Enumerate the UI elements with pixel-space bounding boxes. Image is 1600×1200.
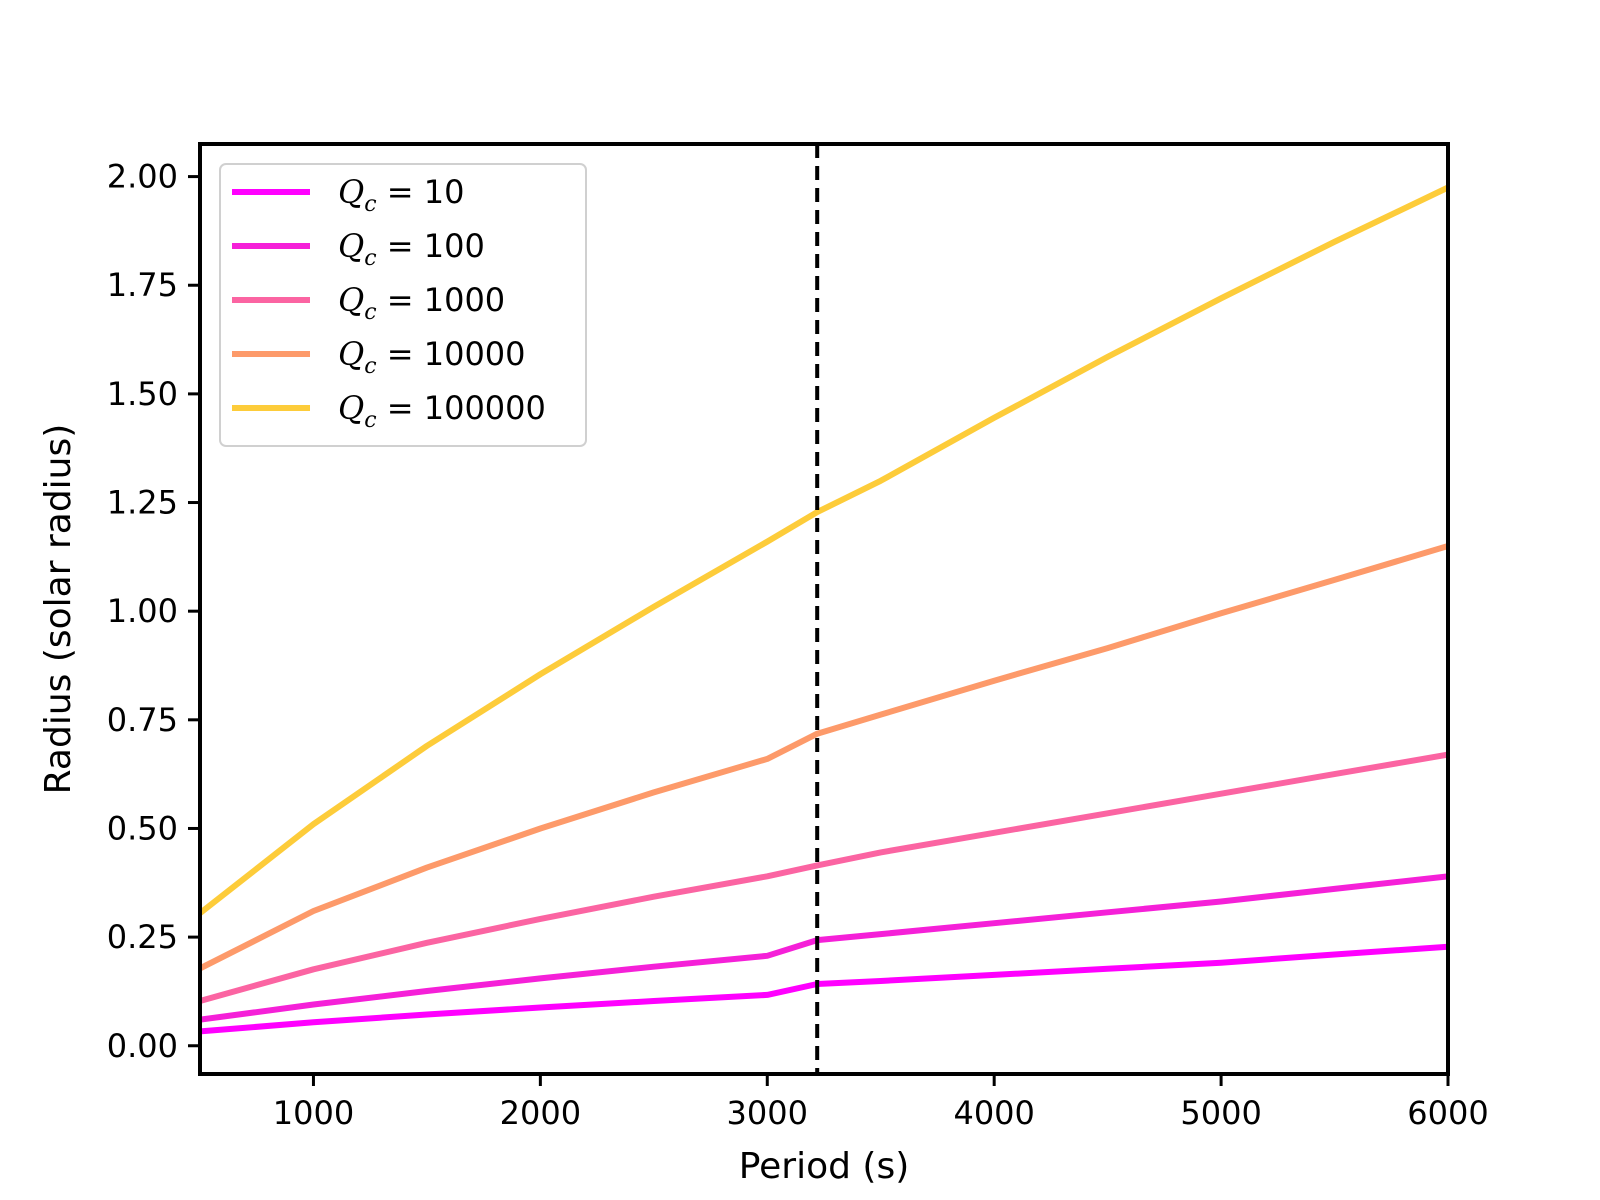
plot-area [200,144,1448,1074]
series-line-3 [200,543,1448,972]
legend: Qc = 10 Qc = 100 Qc = 1000 Qc = 10000 Qc = 1… [219,163,587,447]
x-axis: 1000 2000 3000 4000 5000 6000 [273,1074,1489,1132]
y-tick-label: 0.75 [107,701,178,739]
x-axis-label: Period (s) [739,1146,910,1187]
series-line-4 [200,184,1448,916]
y-axis: 0.00 0.25 0.50 0.75 1.00 1.25 1.50 1.75 2.00 [107,158,200,1065]
y-axis-label: Radius (solar radius) [38,424,79,795]
legend-entry: Qc = 10000 [338,335,526,379]
series-line-1 [200,873,1448,1023]
y-tick-label: 1.50 [107,375,178,413]
y-tick-label: 1.75 [107,266,178,304]
x-tick-label: 4000 [953,1094,1034,1132]
legend-box [219,163,587,447]
x-tick-label: 2000 [500,1094,581,1132]
y-tick-label: 0.25 [107,918,178,956]
x-tick-label: 6000 [1407,1094,1488,1132]
series-line-2 [200,751,1448,1004]
axes-frame [198,142,1450,1076]
x-tick-label: 3000 [727,1094,808,1132]
y-tick-label: 0.50 [107,809,178,847]
x-tick-label: 1000 [273,1094,354,1132]
y-tick-label: 0.00 [107,1027,178,1065]
series-line-0 [200,943,1448,1035]
legend-entry: Qc = 10 [338,173,464,217]
legend-entry: Qc = 1000 [338,281,505,325]
y-tick-label: 2.00 [107,158,178,196]
y-tick-label: 1.25 [107,484,178,522]
legend-entry: Qc = 100000 [338,389,546,433]
y-tick-label: 1.00 [107,592,178,630]
legend-entry: Qc = 100 [338,227,485,271]
x-tick-label: 5000 [1180,1094,1261,1132]
